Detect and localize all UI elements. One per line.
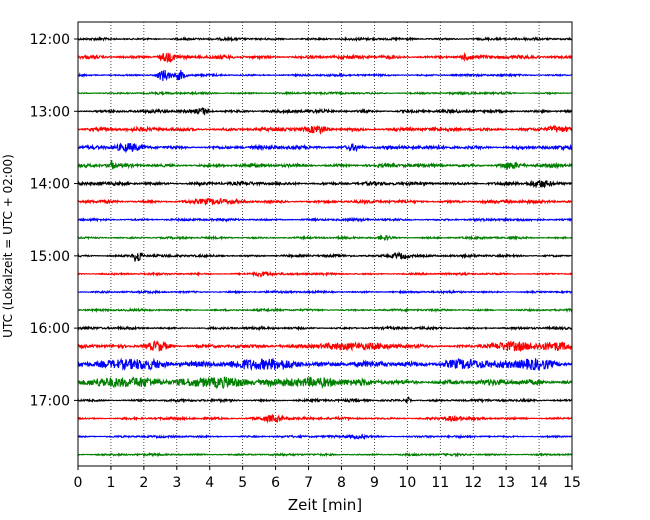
x-tick-label: 0 [74, 475, 83, 491]
seismic-trace [77, 35, 573, 43]
seismic-trace [77, 289, 573, 295]
x-tick-label: 13 [497, 475, 515, 491]
seismic-trace [77, 197, 573, 206]
y-axis: 12:00 13:00 14:00 15:00 16:00 17:00 [30, 32, 78, 409]
seismic-trace [77, 339, 573, 353]
y-tick-label: 15:00 [30, 249, 70, 265]
y-tick-label: 14:00 [30, 177, 70, 193]
seismic-trace [77, 179, 573, 189]
seismic-trace [77, 451, 573, 458]
seismic-trace [77, 324, 573, 332]
seismic-trace [77, 51, 573, 64]
seismic-trace [77, 433, 573, 441]
seismic-trace [77, 251, 573, 262]
y-tick-label: 17:00 [30, 393, 70, 409]
x-tick-label: 1 [106, 475, 115, 491]
y-tick-label: 13:00 [30, 104, 70, 120]
seismic-trace [77, 376, 573, 390]
plot-frame [77, 21, 573, 467]
x-tick-label: 15 [563, 475, 581, 491]
seismic-trace [77, 216, 573, 223]
y-tick-label: 12:00 [30, 32, 70, 48]
x-axis-label: Zeit [min] [288, 496, 362, 514]
seismic-trace [77, 270, 573, 278]
x-tick-label: 3 [172, 475, 181, 491]
seismic-trace [77, 107, 573, 116]
x-axis: 0 1 2 3 4 5 6 7 8 9 10 11 12 13 14 15 [74, 466, 581, 491]
x-tick-label: 4 [205, 475, 214, 491]
x-tick-label: 11 [431, 475, 449, 491]
y-axis-label: UTC (Lokalzeit = UTC + 02:00) [1, 154, 15, 338]
x-tick-label: 10 [398, 475, 416, 491]
x-tick-label: 12 [464, 475, 482, 491]
y-tick-label: 16:00 [30, 321, 70, 337]
seismic-trace [77, 159, 573, 170]
seismic-trace [77, 306, 573, 314]
seismic-trace [77, 396, 573, 404]
trace-layer [77, 35, 573, 458]
x-tick-label: 14 [530, 475, 548, 491]
seismic-trace [77, 69, 572, 82]
seismic-trace [77, 357, 573, 372]
x-tick-label: 7 [304, 475, 313, 491]
x-tick-label: 8 [337, 475, 346, 491]
seismic-trace [77, 142, 573, 154]
x-tick-label: 2 [139, 475, 148, 491]
seismic-trace [77, 234, 573, 241]
seismic-trace [77, 124, 573, 135]
x-tick-label: 5 [238, 475, 247, 491]
seismic-trace [77, 90, 573, 97]
x-tick-label: 9 [370, 475, 379, 491]
x-tick-label: 6 [271, 475, 280, 491]
seismic-trace [77, 413, 573, 424]
